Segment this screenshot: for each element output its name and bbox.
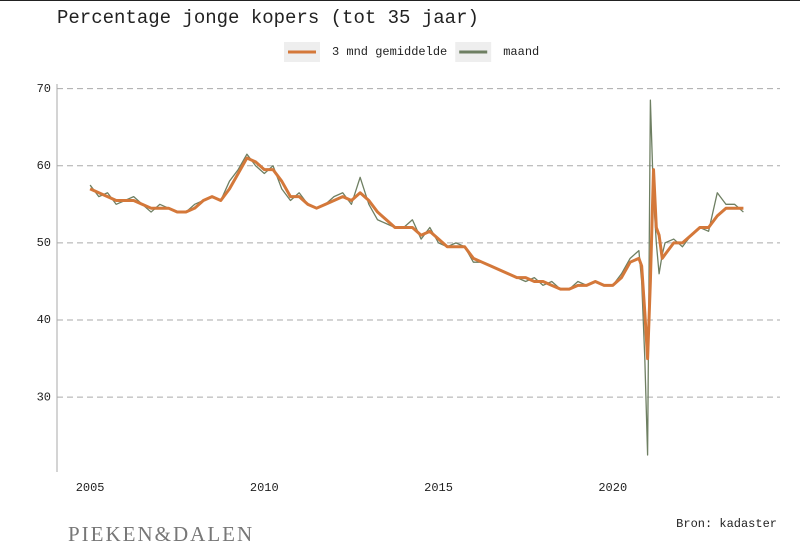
legend-label: maand — [503, 45, 539, 59]
y-tick-label: 70 — [37, 82, 51, 96]
x-tick-label: 2020 — [598, 481, 627, 495]
series-line — [89, 156, 744, 361]
logo: PIEKEN&DALEN — [68, 522, 254, 546]
y-tick-label: 30 — [37, 390, 51, 404]
x-tick-label: 2015 — [424, 481, 453, 495]
source: Bron: kadaster — [676, 517, 777, 531]
legend-label: 3 mnd gemiddelde — [332, 45, 447, 59]
x-tick-label: 2010 — [250, 481, 279, 495]
y-tick-label: 60 — [37, 159, 51, 173]
x-tick-label: 2005 — [76, 481, 105, 495]
series-line — [89, 99, 744, 456]
y-tick-label: 40 — [37, 313, 51, 327]
y-tick-label: 50 — [37, 236, 51, 250]
chart-title: Percentage jonge kopers (tot 35 jaar) — [57, 7, 479, 29]
